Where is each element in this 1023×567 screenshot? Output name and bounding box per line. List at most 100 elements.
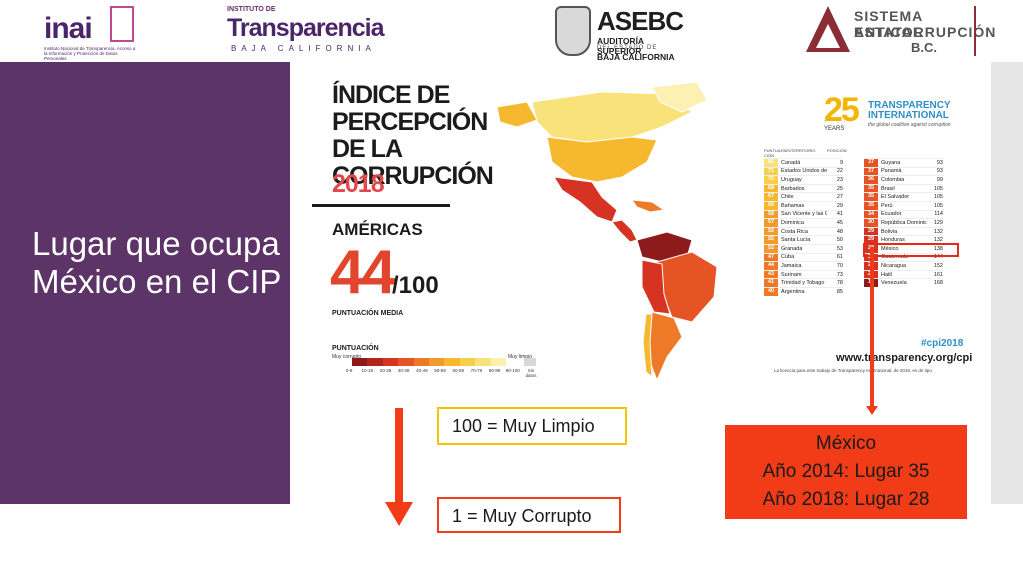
rank-row: 55 Santa Lucía 50 (764, 235, 843, 244)
infographic-year: 2018 (332, 170, 385, 198)
ti-years: YEARS (824, 126, 845, 132)
rank-country: Chile (781, 194, 794, 201)
rank-row: 37 Panamá 93 (864, 166, 943, 176)
rank-position: 61 (836, 254, 843, 261)
rank-score: 65 (764, 201, 778, 210)
inai-logo-subtitle: Instituto Nacional de Transparencia, Acc… (44, 46, 136, 61)
sea-logo: SISTEMA ESTATAL ANTICORRUPCIÓN B.C. (806, 6, 996, 56)
scale-swatch (382, 358, 399, 366)
rank-position: 70 (836, 262, 843, 269)
map-southern-cone (647, 311, 683, 382)
sea-logo-bar (974, 6, 976, 56)
rank-row: 29 Bolivia 132 (864, 226, 943, 236)
rank-head-country: PAÍS/TERRITORIO (781, 148, 816, 153)
rank-rows-right: 37 Guyana 93 37 Panamá 93 36 Colombia 99 35 Brasil… (864, 158, 943, 287)
rank-position: 73 (836, 271, 843, 278)
rank-row: 37 Guyana 93 (864, 158, 943, 167)
scale-swatch (475, 358, 491, 366)
rank-position: 22 (836, 168, 843, 175)
asebc-logo-name: ASEBC (597, 6, 684, 36)
rank-row: 57 Dominica 45 (764, 218, 843, 227)
asebc-logo-line2: DEL ESTADO DE (597, 45, 658, 51)
rank-row: 52 Granada 53 (764, 243, 843, 253)
right-arrow-head-icon (866, 406, 878, 415)
rank-score: 37 (864, 159, 878, 167)
rank-position: 27 (836, 194, 843, 201)
rank-position: 23 (836, 176, 843, 183)
ti-25-mark: 25 (824, 91, 860, 129)
itbc-logo-top: INSTITUTO DE (227, 6, 276, 13)
ti-tagline: the global coalition against corruption (868, 122, 951, 128)
rank-position: 99 (936, 176, 943, 183)
rank-score: 37 (864, 167, 878, 176)
rank-score: 55 (764, 236, 778, 244)
rank-position: 9 (839, 159, 843, 166)
rank-row: 34 Ecuador 114 (864, 209, 943, 219)
rank-row: 56 Costa Rica 48 (764, 226, 843, 236)
rank-position: 45 (836, 219, 843, 226)
map-alaska (496, 101, 538, 128)
rank-score: 35 (864, 193, 878, 201)
rank-table-head: PUNTUA-CIÓN PAÍS/TERRITORIO POSICIÓN (764, 148, 847, 158)
map-peru-bolivia (641, 259, 671, 315)
scale-swatch (490, 358, 507, 366)
itbc-logo: INSTITUTO DE Transparencia BAJA CALIFORN… (227, 6, 385, 54)
rank-row: 44 Jamaica 70 (764, 261, 843, 270)
itbc-logo-region: BAJA CALIFORNIA (231, 44, 376, 53)
rank-position: 105 (933, 194, 943, 201)
rank-position: 53 (836, 245, 843, 252)
rank-position: 114 (934, 211, 943, 218)
inai-logo: inai Instituto Nacional de Transparencia… (44, 4, 140, 61)
rank-head-score: PUNTUA-CIÓN (764, 148, 782, 158)
rank-country: Canadá (781, 159, 801, 166)
inai-logo-mark (110, 6, 134, 42)
itbc-logo-name: Transparencia (227, 14, 385, 42)
cpi-hashtag: #cpi2018 (921, 338, 964, 349)
mexico-highlight-box (863, 243, 959, 257)
cpi-url: www.transparency.org/cpi (836, 352, 973, 364)
rank-score: 70 (764, 176, 778, 184)
scale-low-label: Muy corrupto (332, 354, 362, 360)
mexico-box-2018: Año 2018: Lugar 28 (762, 489, 930, 510)
map-usa (546, 136, 658, 183)
mexico-box-title: México (815, 433, 877, 454)
rank-position: 93 (936, 159, 943, 166)
rank-position: 144 (933, 254, 943, 261)
scale-tick-label: 70-79 (470, 368, 483, 373)
rank-position: 78 (836, 280, 843, 287)
sea-triangle-inner (816, 24, 840, 48)
mexico-ranking-box: México Año 2014: Lugar 35 Año 2018: Luga… (725, 425, 967, 519)
scale-no-data-swatch (524, 358, 536, 366)
scale-tick-label: Sin datos (525, 368, 537, 378)
map-chile-uruguay (642, 313, 653, 379)
left-panel (0, 62, 290, 504)
sea-logo-line3: B.C. (911, 40, 937, 55)
rank-country: Trinidad y Tobago (781, 280, 825, 287)
rank-position: 168 (933, 280, 943, 287)
scale-tick-label: 50-59 (434, 368, 446, 373)
rank-score: 52 (764, 244, 778, 253)
rank-country: Santa Lucía (781, 237, 811, 244)
legend-clean-box: 100 = Muy Limpio (437, 407, 627, 445)
rank-score: 71 (764, 167, 778, 176)
map-mexico (553, 176, 618, 223)
rank-score: 68 (764, 184, 778, 193)
rank-position: 93 (936, 168, 943, 175)
down-arrow-head-icon (385, 502, 413, 526)
scale-swatch (459, 358, 476, 366)
infographic-average-label: PUNTUACIÓN MEDIA (332, 310, 404, 317)
asebc-logo: ASEBC AUDITORÍA SUPERIOR DEL ESTADO DE B… (555, 6, 690, 62)
scale-swatch (429, 358, 445, 366)
rank-score: 44 (764, 262, 778, 270)
asebc-seal-icon (555, 6, 591, 56)
rank-country: Perú (881, 202, 893, 209)
rank-country: Surinam (781, 271, 802, 278)
sea-logo-line2: ANTICORRUPCIÓN (854, 24, 997, 40)
rank-position: 25 (836, 185, 843, 192)
infographic-rule (312, 204, 450, 207)
map-canada (531, 91, 693, 143)
rank-score: 36 (864, 176, 878, 184)
right-arrow-shaft (870, 249, 874, 409)
cpi-infographic: ÍNDICE DE PERCEPCIÓN DE LA CORRUPCIÓN 20… (312, 62, 982, 392)
